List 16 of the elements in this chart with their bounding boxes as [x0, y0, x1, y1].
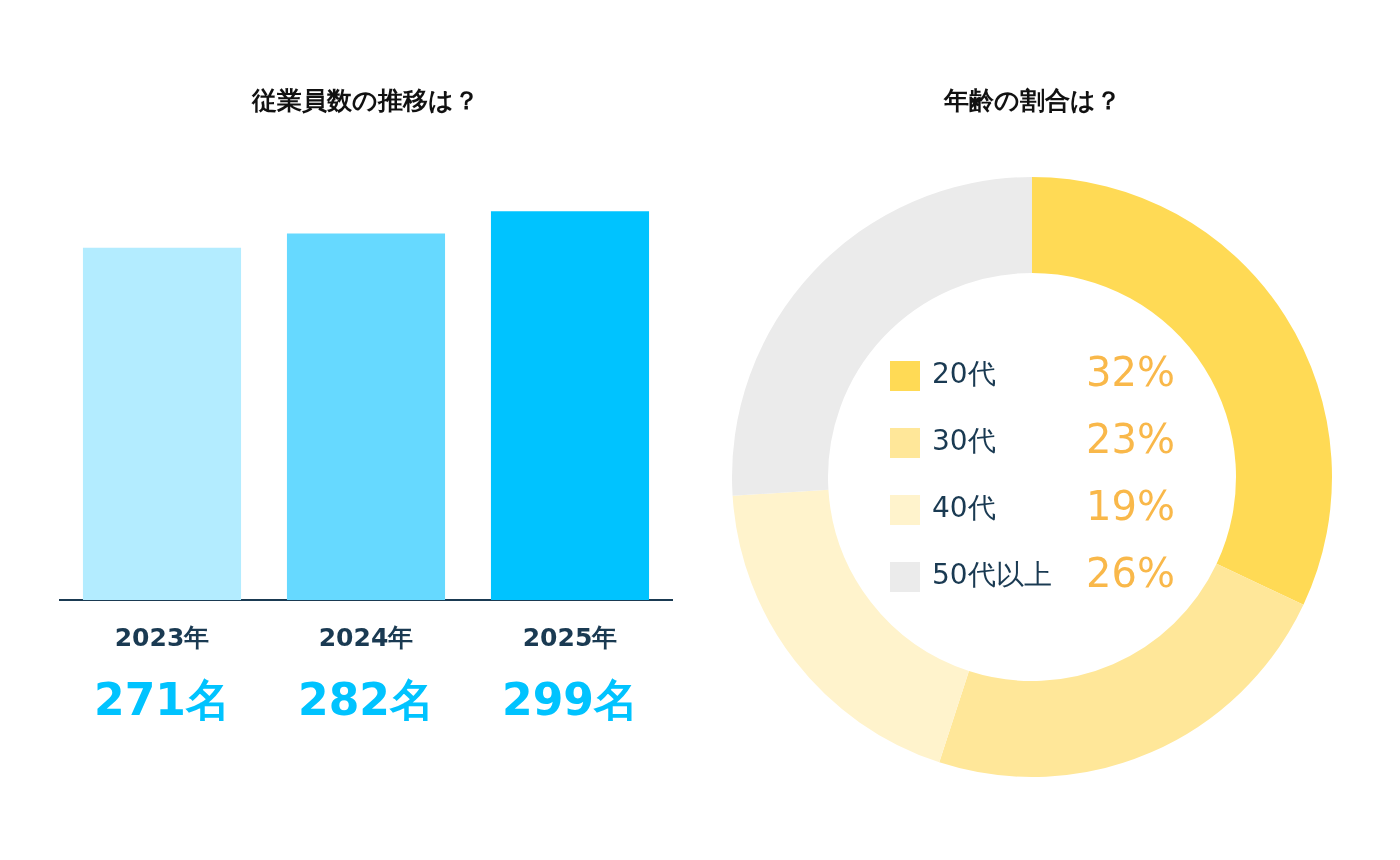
data-label: 23% [1086, 416, 1175, 463]
data-label: 32% [1086, 349, 1175, 396]
x-tick-label: 2023年 [114, 622, 210, 652]
legend-label: 50代以上 [932, 558, 1052, 592]
x-tick-label: 2024年 [318, 622, 414, 652]
legend-label: 20代 [932, 357, 996, 391]
chart-title: 従業員数の推移は？ [250, 85, 479, 115]
data-label: 282名 [298, 674, 434, 726]
legend-label: 40代 [932, 491, 996, 525]
x-tick-label: 2025年 [522, 622, 618, 652]
data-label: 26% [1086, 550, 1175, 597]
data-label: 271名 [94, 674, 230, 726]
data-label: 299名 [502, 674, 638, 726]
chart-title: 年齢の割合は？ [942, 85, 1121, 115]
data-label: 19% [1086, 483, 1175, 530]
legend-label: 30代 [932, 424, 996, 458]
